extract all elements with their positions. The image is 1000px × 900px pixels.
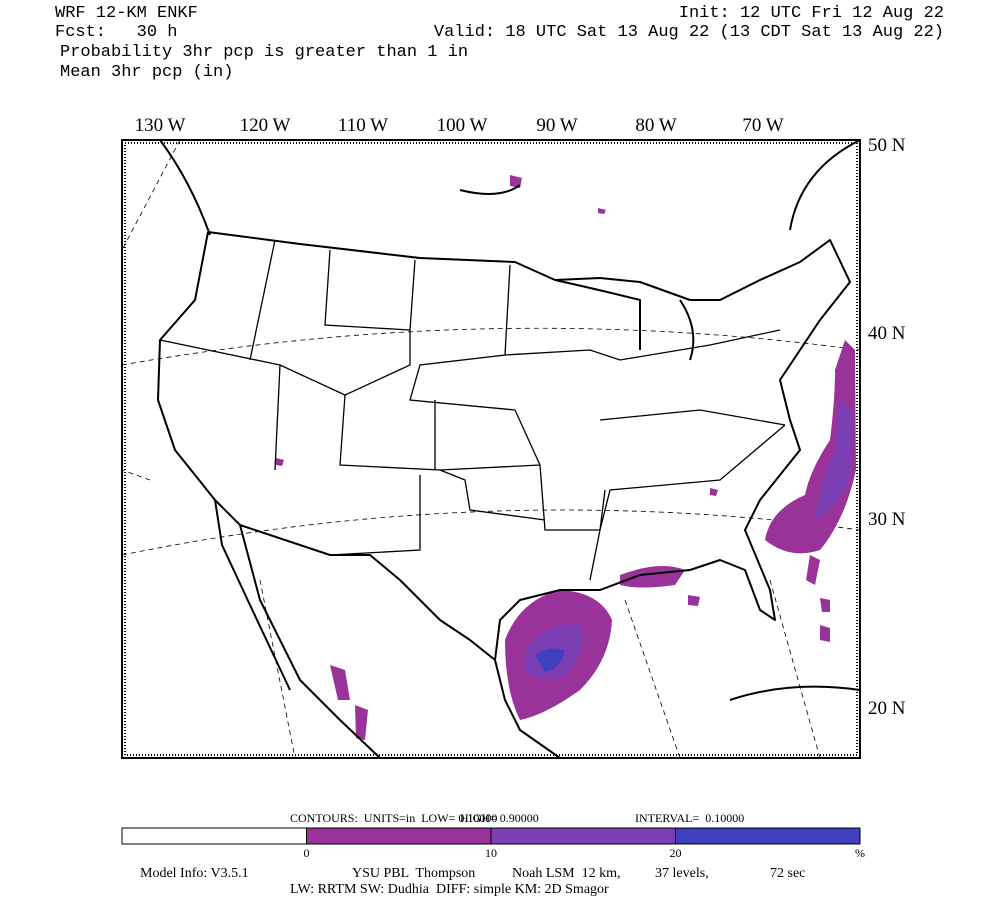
latitude-label: 20 N [868,698,906,719]
latitude-label: 40 N [868,323,906,344]
grid-line [121,327,861,366]
colorbar-label: 0 [304,846,310,860]
footer: Model Info: V3.5.1 YSU PBL Thompson Noah L… [140,866,805,897]
longitude-label: 90 W [536,115,577,136]
coastline [239,524,381,759]
header-text: Fcst: 30 h [55,23,177,42]
colorbar-swatch [306,827,492,845]
colorbar: 0 10 20 % CONTOURS: UNITS=in LOW= 0.10000HIG… [121,811,865,860]
latitude-labels: 50 N 40 N 30 N 20 N [868,135,906,719]
grid-line [121,139,181,251]
longitude-label: 110 W [338,115,388,136]
model-info: 37 levels, [655,866,709,881]
colorbar-label: 20 [670,846,682,860]
precip-area [535,648,565,672]
coastline [729,139,861,701]
colorbar-label: 10 [485,846,497,860]
state-line [159,239,786,581]
header-text: Init: 12 UTC Fri 12 Aug 22 [679,4,944,23]
contour-info: INTERVAL= 0.10000 [635,811,744,825]
coastline [159,139,695,361]
longitude-label: 70 W [742,115,783,136]
precip-area [806,555,820,585]
colorbar-label: % [855,846,865,860]
colorbar-swatch [675,827,861,845]
model-info: Noah LSM 12 km, [512,866,621,881]
model-info: 72 sec [770,866,805,881]
model-info: LW: RRTM SW: Dudhia DIFF: simple KM: 2D … [290,882,609,897]
map [121,139,861,759]
latitude-label: 50 N [868,135,906,156]
longitude-label: 130 W [135,115,186,136]
longitude-label: 120 W [240,115,291,136]
contour-info: CONTOURS: UNITS=in LOW= 0.10000 [290,811,497,825]
colorbar-swatch [490,827,676,845]
longitude-label: 80 W [635,115,676,136]
colorbar-swatch [121,827,307,845]
model-info: YSU PBL Thompson [352,866,475,881]
header-text: WRF 12-KM ENKF [55,4,198,23]
longitude-label: 100 W [437,115,488,136]
grid-line [624,599,681,759]
map-frame [121,139,861,759]
map-ticks [124,142,858,756]
precip-area [330,665,368,740]
header-text: Valid: 18 UTC Sat 13 Aug 22 (13 CDT Sat … [434,23,944,42]
latitude-label: 30 N [868,509,906,530]
grid-line [769,579,821,759]
contour-info: HIGH= 0.90000 [460,811,539,825]
coastline [207,231,851,759]
coastline [214,499,291,691]
header-text: Probability 3hr pcp is greater than 1 in [60,43,468,62]
header-text: Mean 3hr pcp (in) [60,63,233,82]
grid-line [121,509,861,556]
precip-area [815,400,852,520]
model-info: Model Info: V3.5.1 [140,866,249,881]
longitude-labels: 130 W 120 W 110 W 100 W 90 W 80 W 70 W [135,115,784,136]
grid-line [121,469,151,481]
